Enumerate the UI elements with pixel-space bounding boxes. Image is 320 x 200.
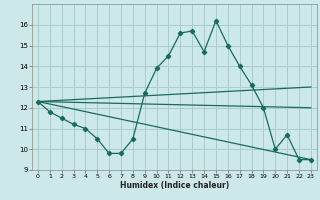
X-axis label: Humidex (Indice chaleur): Humidex (Indice chaleur) (120, 181, 229, 190)
